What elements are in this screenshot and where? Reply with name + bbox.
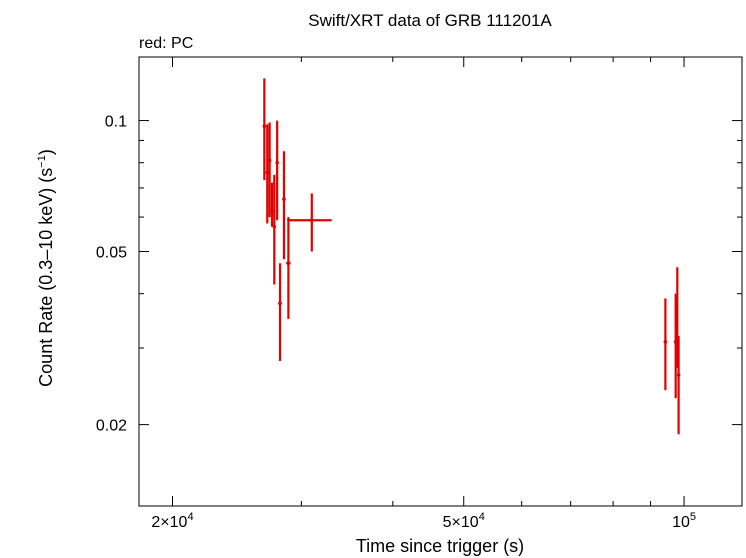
x-tick-label: 105	[672, 511, 696, 531]
chart-title: Swift/XRT data of GRB 111201A	[308, 11, 552, 30]
data-points	[262, 78, 681, 435]
y-tick-label: 0.02	[96, 418, 127, 435]
plot-frame	[138, 56, 743, 507]
x-tick-mantissa: 5×10	[443, 514, 479, 531]
point-marker	[270, 209, 274, 213]
data-point	[287, 193, 332, 252]
data-point	[267, 122, 272, 218]
x-tick-exponent: 5	[690, 511, 696, 523]
x-tick-mantissa: 10	[672, 514, 690, 531]
data-point	[286, 217, 291, 319]
data-point	[265, 124, 270, 224]
data-point	[282, 151, 286, 260]
point-marker	[663, 340, 668, 344]
y-tick-label: 0.05	[96, 245, 127, 262]
y-axis-label-main: Count Rate (0.3–10 keV) (s	[36, 168, 56, 387]
y-tick-label: 0.1	[105, 114, 127, 131]
y-axis-label-end: )	[36, 149, 56, 155]
point-marker	[309, 218, 314, 223]
data-point	[663, 298, 668, 391]
x-tick-label: 2×104	[151, 511, 193, 531]
point-marker	[286, 261, 291, 266]
point-marker	[267, 158, 272, 163]
series-note: red: PC	[139, 35, 193, 52]
x-axis-label: Time since trigger (s)	[356, 536, 524, 556]
tick-group	[139, 57, 742, 506]
x-tick-exponent: 4	[187, 511, 193, 523]
data-point	[262, 78, 267, 181]
data-point	[278, 263, 282, 362]
x-tick-mantissa: 2×10	[151, 514, 187, 531]
data-point	[272, 174, 277, 285]
y-axis-label: Count Rate (0.3–10 keV) (s−1)	[36, 149, 56, 387]
data-point	[270, 182, 274, 227]
point-marker	[676, 373, 681, 377]
point-marker	[262, 124, 267, 129]
point-marker	[265, 170, 270, 175]
point-marker	[272, 224, 277, 229]
data-point	[275, 120, 279, 221]
point-marker	[275, 160, 279, 165]
y-axis-label-sup: −1	[36, 155, 48, 168]
x-tick-exponent: 4	[479, 511, 485, 523]
x-tick-label: 5×104	[443, 511, 485, 531]
data-point	[676, 335, 681, 435]
point-marker	[282, 197, 286, 201]
point-marker	[278, 301, 282, 306]
